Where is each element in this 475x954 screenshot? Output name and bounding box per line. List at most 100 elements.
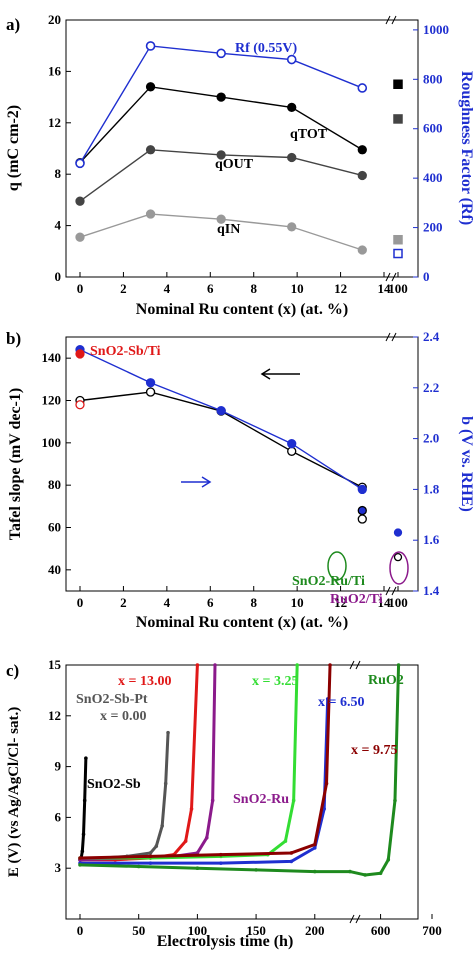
y-tick-label: 6	[55, 809, 62, 824]
x-tick-label: 0	[77, 595, 84, 610]
data-point	[348, 869, 352, 874]
right-tick-label: 600	[423, 121, 443, 136]
panel-c-xlabel: Electrolysis time (h)	[157, 933, 294, 950]
data-point	[363, 873, 367, 877]
data-point	[148, 854, 153, 859]
axis-break	[385, 586, 391, 596]
right-tick-label: 1.4	[423, 583, 440, 598]
y-tick-label: 12	[48, 115, 61, 130]
data-point	[78, 863, 82, 867]
axis-break	[391, 15, 397, 25]
data-point	[287, 222, 297, 232]
data-point	[82, 798, 87, 803]
right-tick-label: 1.8	[423, 481, 440, 496]
y-tick-label: 15	[48, 657, 62, 672]
right-tick-label: 1000	[423, 22, 449, 37]
data-point	[216, 214, 226, 224]
x-tick-label: 2	[120, 595, 127, 610]
data-point	[81, 832, 86, 837]
x-tick-label: 2	[120, 281, 127, 296]
axis-break	[385, 332, 391, 342]
data-point	[289, 859, 294, 864]
extra-point	[357, 505, 367, 516]
annotation-sbpt: SnO2-Sb-Pt	[76, 692, 148, 707]
panel-a-right-ticks: 0 200 400 600 800 1000	[413, 22, 449, 284]
x-tick-label: 12	[334, 595, 347, 610]
data-point	[216, 92, 226, 102]
panel-b-ylabel: Tafel slope (mV dec-1)	[7, 388, 24, 540]
series-line	[79, 732, 170, 862]
data-point	[145, 82, 156, 92]
x-tick-label: 4	[164, 595, 171, 610]
annotation-snru: SnO2-Ru	[233, 792, 289, 807]
ru-circle	[327, 551, 347, 581]
series-line	[79, 349, 363, 490]
axis-break	[355, 914, 361, 924]
panel-b-label: b)	[6, 329, 21, 348]
panel-b-y-ticks: 40 60 80 100 120 140	[42, 350, 71, 577]
data-point	[216, 150, 226, 160]
annotation-qout: qOUT	[215, 157, 254, 172]
data-point	[328, 663, 332, 667]
x-tick-label: 100	[188, 923, 208, 938]
data-point	[295, 663, 299, 667]
x-tick-label: 700	[422, 923, 442, 938]
data-point	[195, 663, 200, 667]
annotation-rf: Rf (0.55V)	[235, 41, 298, 56]
annotation-ru: SnO2-Ru/Ti	[292, 574, 365, 589]
panel-b-frame	[65, 336, 419, 592]
panel-b-right-ticks: 1.4 1.6 1.8 2.0 2.2 2.4	[413, 329, 440, 598]
extra-point	[75, 349, 85, 359]
x-tick-label: 10	[291, 281, 304, 296]
annotation-ruo2: RuO2/Ti	[330, 592, 383, 607]
annotation-x000: x = 0.00	[100, 709, 146, 724]
data-point	[145, 378, 156, 388]
x-tick-label: 8	[250, 595, 257, 610]
annotation-x975: x = 9.75	[351, 743, 397, 758]
y-tick-label: 80	[48, 477, 61, 492]
series-line	[79, 45, 363, 164]
right-tick-label: 2.2	[423, 380, 439, 395]
panel-c-x-ticks: 0 50 100 150 200 600 700	[77, 660, 442, 938]
x-tick-label: 0	[77, 923, 84, 938]
y-tick-label: 16	[48, 63, 62, 78]
data-point	[396, 663, 401, 667]
data-point	[357, 145, 367, 155]
data-point	[210, 798, 215, 803]
right-tick-label: 2.4	[423, 329, 440, 344]
data-point	[160, 824, 164, 828]
data-point-100	[393, 114, 403, 124]
data-point	[286, 54, 297, 65]
data-point	[145, 387, 156, 397]
data-point	[145, 41, 156, 51]
panel-a-series	[75, 41, 403, 259]
data-point	[166, 730, 170, 735]
y-tick-label: 60	[48, 520, 61, 535]
x-tick-label: 6	[207, 595, 214, 610]
x-tick-label: 100	[388, 281, 408, 296]
data-point	[75, 158, 85, 169]
data-point	[393, 798, 397, 803]
panel-c-label: c)	[6, 661, 19, 680]
data-point	[357, 245, 367, 255]
data-point	[216, 48, 226, 59]
extra-point	[357, 514, 367, 524]
x-tick-label: 600	[371, 923, 391, 938]
data-point-100	[393, 79, 403, 89]
y-tick-label: 100	[42, 435, 62, 450]
axis-break	[349, 914, 355, 924]
panel-b-ylabel-right: b (V vs. RHE)	[458, 416, 475, 512]
data-point	[216, 406, 226, 416]
panel-a-ylabel-right: Roughness Factor (Rf)	[458, 71, 475, 225]
y-tick-label: 9	[55, 759, 62, 774]
panel-a-label: a)	[6, 15, 20, 34]
data-point	[283, 839, 288, 843]
annotation-x1300: x = 13.00	[118, 674, 171, 689]
right-tick-label: 0	[423, 269, 430, 284]
x-tick-label: 14	[378, 281, 392, 296]
data-point	[219, 861, 223, 865]
x-tick-label: 10	[291, 595, 304, 610]
x-tick-label: 200	[305, 923, 325, 938]
data-point-100	[393, 234, 403, 245]
